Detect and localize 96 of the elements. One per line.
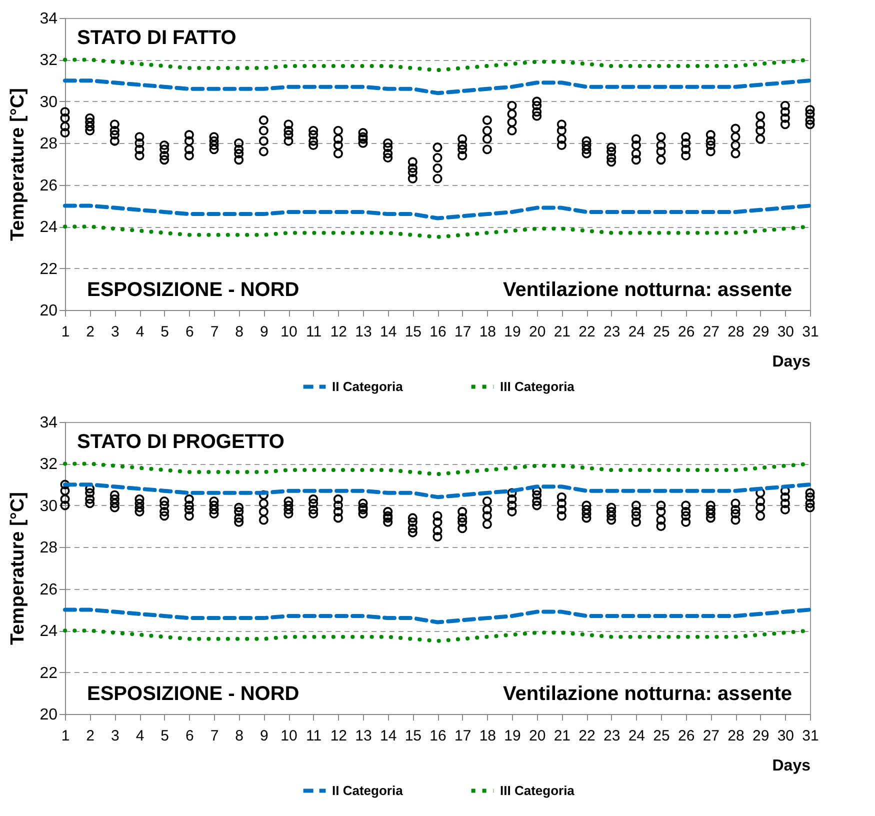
x-tick-label: 27 [702, 728, 720, 744]
y-tick-label: 34 [40, 414, 58, 432]
y-tick-label: 28 [40, 136, 58, 153]
x-tick-label: 19 [504, 728, 521, 744]
x-tick-label: 7 [210, 728, 219, 744]
x-tick-label: 22 [578, 324, 596, 340]
x-tick-label: 3 [110, 324, 120, 340]
x-axis-title: Days [772, 758, 811, 774]
x-tick-label: 15 [404, 324, 422, 340]
x-tick-label: 11 [306, 728, 322, 744]
x-tick-label: 1 [61, 324, 70, 340]
x-tick-label: 18 [479, 728, 496, 744]
y-tick-label: 26 [40, 177, 58, 194]
y-tick-label: 26 [40, 581, 58, 598]
x-tick-label: 17 [454, 728, 472, 744]
x-tick-label: 24 [628, 728, 646, 744]
y-axis-title: Temperature [°C] [8, 492, 29, 645]
x-tick-label: 23 [603, 728, 620, 744]
line-series [63, 482, 812, 500]
line-series [63, 608, 812, 624]
x-tick-label: 16 [430, 324, 446, 340]
y-tick-label: 20 [40, 302, 58, 320]
x-tick-label: 4 [136, 324, 144, 340]
x-tick-label: 7 [210, 324, 219, 340]
y-axis-title: Temperature [°C] [8, 88, 29, 241]
x-tick-label: 28 [728, 728, 744, 744]
legend-label: III Categoria [500, 378, 576, 394]
x-tick-label: 13 [355, 324, 372, 340]
x-tick-label: 4 [136, 728, 144, 744]
annotation: STATO DI PROGETTO [77, 431, 284, 453]
x-tick-label: 26 [678, 324, 695, 340]
x-tick-label: 20 [528, 324, 546, 340]
x-tick-label: 18 [479, 324, 496, 340]
x-tick-label: 16 [430, 728, 446, 744]
y-tick-label: 30 [40, 94, 58, 111]
x-tick-label: 30 [777, 324, 794, 340]
x-tick-label: 31 [802, 728, 819, 744]
x-tick-label: 3 [110, 728, 120, 744]
x-tick-label: 25 [653, 324, 670, 340]
y-tick-label: 32 [40, 52, 58, 70]
x-tick-label: 22 [578, 728, 596, 744]
x-tick-label: 27 [702, 324, 720, 340]
x-tick-label: 14 [380, 324, 397, 340]
x-tick-label: 26 [678, 728, 695, 744]
x-tick-label: 1 [61, 728, 70, 744]
x-tick-label: 13 [355, 728, 372, 744]
annotation: ESPOSIZIONE - NORD [87, 279, 300, 301]
x-tick-label: 12 [330, 324, 348, 340]
x-tick-label: 21 [554, 728, 571, 744]
x-tick-label: 28 [728, 324, 744, 340]
y-tick-label: 24 [40, 219, 58, 236]
x-tick-label: 5 [160, 728, 170, 744]
x-tick-label: 20 [528, 728, 546, 744]
x-tick-label: 8 [235, 728, 244, 744]
annotation: STATO DI FATTO [77, 27, 236, 49]
x-tick-label: 30 [777, 728, 794, 744]
annotation: Ventilazione notturna: assente [503, 683, 792, 705]
x-tick-label: 10 [280, 728, 298, 744]
x-tick-label: 14 [380, 728, 397, 744]
y-tick-label: 34 [40, 10, 58, 28]
y-tick-label: 30 [40, 498, 58, 515]
y-tick-label: 22 [40, 260, 58, 278]
annotation: ESPOSIZIONE - NORD [87, 683, 300, 705]
y-tick-label: 22 [40, 664, 58, 682]
x-tick-label: 12 [330, 728, 348, 744]
x-tick-label: 17 [454, 324, 472, 340]
x-tick-label: 8 [235, 324, 244, 340]
legend-label: II Categoria [332, 782, 404, 798]
x-tick-label: 5 [160, 324, 170, 340]
x-tick-label: 9 [260, 728, 268, 744]
x-tick-label: 29 [752, 324, 770, 340]
x-tick-label: 29 [752, 728, 770, 744]
legend-label: III Categoria [500, 782, 576, 798]
x-tick-label: 23 [603, 324, 620, 340]
annotation: Ventilazione notturna: assente [503, 279, 792, 301]
y-tick-label: 20 [40, 706, 58, 724]
x-tick-label: 10 [280, 324, 298, 340]
y-tick-label: 32 [40, 456, 58, 474]
x-axis-title: Days [772, 354, 811, 370]
y-tick-label: 28 [40, 540, 58, 557]
line-series [63, 204, 812, 220]
y-tick-label: 24 [40, 623, 58, 640]
x-tick-label: 25 [653, 728, 670, 744]
x-tick-label: 19 [504, 324, 521, 340]
x-tick-label: 6 [185, 728, 194, 744]
x-tick-label: 15 [404, 728, 422, 744]
legend-label: II Categoria [332, 378, 404, 394]
x-tick-label: 31 [802, 324, 819, 340]
x-tick-label: 2 [86, 728, 95, 744]
x-tick-label: 11 [306, 324, 322, 340]
line-series [63, 78, 812, 96]
x-tick-label: 9 [260, 324, 268, 340]
x-tick-label: 21 [554, 324, 571, 340]
x-tick-label: 24 [628, 324, 646, 340]
x-tick-label: 2 [86, 324, 95, 340]
x-tick-label: 6 [185, 324, 194, 340]
